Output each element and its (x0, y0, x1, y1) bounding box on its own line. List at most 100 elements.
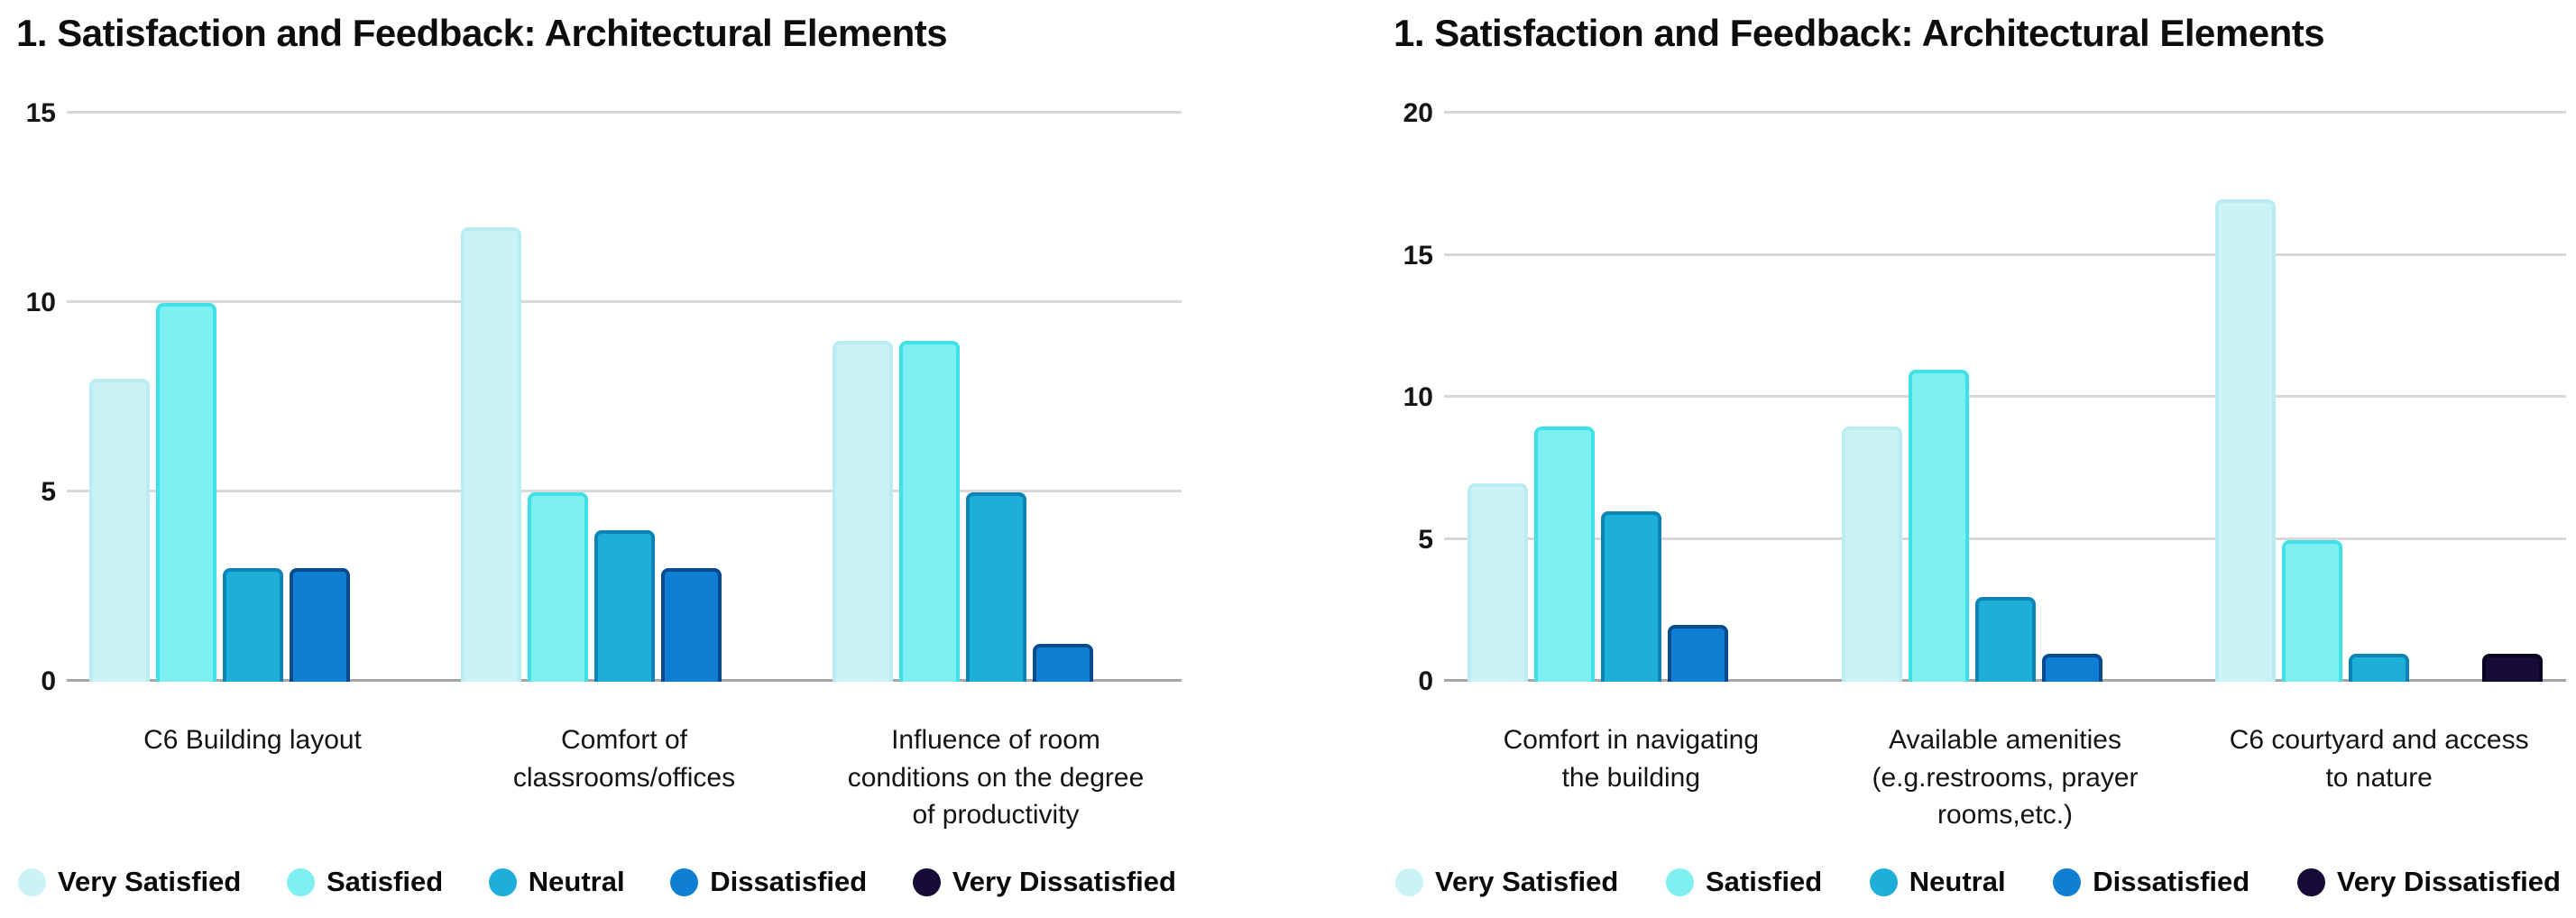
legend-item-very-satisfied: Very Satisfied (1395, 866, 1618, 898)
bar-satisfied (1533, 426, 1595, 683)
x-axis-labels: C6 Building layout Comfort of classrooms/… (67, 721, 1182, 833)
bar-neutral (222, 568, 283, 683)
bar-satisfied (1908, 369, 1969, 683)
y-axis-tick: 15 (25, 98, 56, 129)
legend-swatch-dissatisfied (670, 868, 699, 896)
bar-group-influence-of-room-conditions-o (810, 114, 1182, 683)
bar-very-satisfied (1841, 426, 1902, 683)
chart-panel-right: 1. Satisfaction and Feedback: Architectu… (1394, 12, 2566, 907)
bar-very-dissatisfied (2482, 653, 2544, 683)
x-axis-label: C6 courtyard and access to nature (2229, 725, 2529, 793)
y-axis: 0 5 10 15 20 (1394, 100, 1444, 695)
bar-group-c6-building-layout (67, 114, 438, 683)
legend: Very Satisfied Satisfied Neutral Dissatisfi… (1394, 857, 2566, 907)
bar-very-satisfied (460, 227, 521, 683)
x-axis-label-cell: Influence of room conditions on the degr… (810, 721, 1182, 833)
bar-satisfied (2282, 539, 2343, 683)
bar-dissatisfied (1667, 625, 1728, 683)
bar-dissatisfied (2041, 653, 2102, 683)
bar-group-available-amenities-e-g-restro (1818, 114, 2193, 683)
chart-title: 1. Satisfaction and Feedback: Architectu… (16, 12, 948, 54)
bar-neutral (965, 492, 1026, 683)
x-axis-label: Comfort of classrooms/offices (512, 725, 736, 793)
y-axis-tick: 15 (1403, 240, 1433, 271)
legend-swatch-neutral (488, 868, 517, 896)
y-axis-tick: 10 (1403, 382, 1433, 413)
bar-very-satisfied (88, 379, 150, 683)
legend-label: Dissatisfied (2093, 866, 2250, 898)
bar-group-comfort-in-navigating-the-buil (1444, 114, 1818, 683)
y-axis-tick: 0 (41, 666, 56, 697)
bar-dissatisfied (660, 568, 722, 683)
legend-item-satisfied: Satisfied (1665, 866, 1823, 898)
chart-title: 1. Satisfaction and Feedback: Architectu… (1394, 12, 2325, 54)
bar-dissatisfied (1032, 644, 1093, 683)
gridline (67, 490, 1182, 493)
legend-swatch-very-dissatisfied (912, 868, 941, 896)
bar-neutral (593, 530, 655, 683)
bar-neutral (1974, 596, 2036, 683)
y-axis-tick: 20 (1403, 98, 1433, 129)
legend-label: Neutral (528, 866, 625, 898)
legend-item-neutral: Neutral (488, 866, 625, 898)
plot-row: 0 5 10 15 (16, 100, 1182, 695)
legend-label: Very Satisfied (58, 866, 242, 898)
bar-group-c6-courtyard-and-access-to-nat (2192, 114, 2566, 683)
gridline (1444, 395, 2566, 399)
bar-satisfied (898, 341, 960, 683)
bar-groups (1444, 114, 2566, 683)
gridline (67, 111, 1182, 115)
legend-item-very-dissatisfied: Very Dissatisfied (912, 866, 1176, 898)
legend-item-satisfied: Satisfied (286, 866, 444, 898)
legend-item-dissatisfied: Dissatisfied (670, 866, 867, 898)
bar-dissatisfied (289, 568, 350, 683)
legend-swatch-very-satisfied (1395, 868, 1423, 896)
legend-swatch-very-dissatisfied (2296, 868, 2325, 896)
legend-swatch-neutral (1869, 868, 1898, 896)
x-axis-label-cell: Available amenities (e.g.restrooms, pray… (1818, 721, 2193, 833)
legend-item-neutral: Neutral (1869, 866, 2006, 898)
legend-label: Very Dissatisfied (2336, 866, 2561, 898)
legend-swatch-satisfied (286, 868, 315, 896)
y-axis: 0 5 10 15 (16, 100, 67, 695)
legend-label: Dissatisfied (710, 866, 868, 898)
bar-satisfied (527, 492, 588, 683)
x-axis-label: C6 Building layout (143, 725, 362, 756)
x-axis-label: Comfort in navigating the building (1503, 725, 1760, 793)
legend: Very Satisfied Satisfied Neutral Dissatisfi… (16, 857, 1182, 907)
bar-neutral (1600, 511, 1661, 683)
chart-panel-left: 1. Satisfaction and Feedback: Architectu… (16, 12, 1182, 907)
bar-group-comfort-of-classrooms-offices (438, 114, 810, 683)
x-axis-labels: Comfort in navigating the building Availa… (1444, 721, 2566, 833)
x-axis-label-cell: C6 courtyard and access to nature (2192, 721, 2566, 833)
legend-item-dissatisfied: Dissatisfied (2053, 866, 2249, 898)
legend-label: Very Satisfied (1435, 866, 1619, 898)
plot-area (1444, 111, 2566, 683)
y-axis-tick: 0 (1418, 666, 1433, 697)
legend-item-very-satisfied: Very Satisfied (18, 866, 241, 898)
legend-label: Very Dissatisfied (952, 866, 1176, 898)
legend-label: Satisfied (1705, 866, 1823, 898)
bar-very-satisfied (2215, 198, 2277, 683)
bar-very-satisfied (1467, 482, 1528, 683)
bar-satisfied (155, 303, 216, 683)
x-axis-label-cell: C6 Building layout (67, 721, 438, 833)
x-axis-label-cell: Comfort in navigating the building (1444, 721, 1818, 833)
y-axis-tick: 5 (41, 477, 56, 508)
bar-groups (67, 114, 1182, 683)
gridline (1444, 252, 2566, 256)
gridline (1444, 537, 2566, 540)
bar-very-satisfied (832, 341, 893, 683)
y-axis-tick: 10 (25, 288, 56, 318)
legend-swatch-dissatisfied (2053, 868, 2082, 896)
legend-swatch-satisfied (1665, 868, 1694, 896)
x-axis-label-cell: Comfort of classrooms/offices (438, 721, 810, 833)
y-axis-tick: 5 (1418, 524, 1433, 555)
legend-label: Satisfied (326, 866, 444, 898)
legend-item-very-dissatisfied: Very Dissatisfied (2296, 866, 2561, 898)
gridline (1444, 111, 2566, 115)
plot-row: 0 5 10 15 20 (1394, 100, 2566, 695)
bar-neutral (2349, 653, 2410, 683)
gridline (67, 300, 1182, 304)
